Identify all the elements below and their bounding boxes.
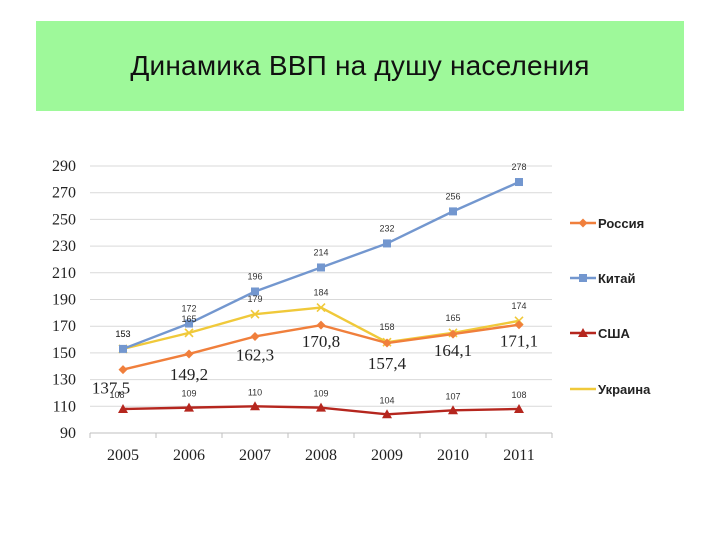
- x-tick-label: 2006: [173, 447, 205, 464]
- y-tick-label: 150: [52, 345, 76, 362]
- y-tick-label: 250: [52, 211, 76, 228]
- data-point: [250, 401, 260, 411]
- data-point: [118, 403, 128, 413]
- data-label: 108: [511, 390, 526, 400]
- data-point: [316, 320, 326, 330]
- legend-marker: [578, 218, 588, 228]
- legend-marker: [579, 274, 587, 282]
- data-label: 179: [247, 294, 262, 304]
- data-label: 278: [511, 162, 526, 172]
- data-label: 109: [181, 389, 196, 399]
- data-label: 172: [181, 304, 196, 314]
- data-point: [316, 302, 326, 313]
- data-label: 174: [511, 301, 526, 311]
- x-tick-label: 2008: [305, 447, 337, 464]
- legend-label: Китай: [598, 271, 636, 286]
- data-label: 232: [379, 223, 394, 233]
- data-point: [514, 320, 524, 330]
- data-point: [251, 287, 259, 296]
- y-tick-label: 90: [60, 425, 76, 442]
- data-label: 256: [445, 191, 460, 201]
- data-point: [316, 402, 326, 412]
- data-point: [382, 409, 392, 419]
- data-point: [383, 239, 391, 248]
- y-tick-label: 270: [52, 185, 76, 202]
- data-label: 171,1: [500, 332, 538, 351]
- x-tick-label: 2011: [503, 447, 534, 464]
- data-point: [250, 331, 260, 341]
- y-tick-label: 170: [52, 318, 76, 335]
- y-tick-label: 290: [52, 158, 76, 175]
- data-point: [118, 365, 128, 375]
- data-label: 109: [313, 389, 328, 399]
- y-tick-label: 110: [53, 398, 76, 415]
- legend-label: Украина: [598, 382, 651, 397]
- data-label: 137,5: [92, 379, 130, 398]
- y-tick-label: 230: [52, 238, 76, 255]
- data-label: 184: [313, 288, 328, 298]
- data-label: 214: [313, 247, 328, 257]
- x-tick-label: 2010: [437, 447, 469, 464]
- legend-marker: [578, 328, 588, 337]
- data-label: 165: [181, 314, 196, 324]
- data-point: [119, 344, 127, 353]
- data-point: [449, 207, 457, 216]
- y-tick-label: 190: [52, 292, 76, 309]
- data-point: [515, 178, 523, 187]
- data-point: [514, 403, 524, 413]
- slide-title: Динамика ВВП на душу населения: [130, 50, 590, 81]
- data-label: 157,4: [368, 354, 407, 373]
- y-tick-label: 210: [52, 265, 76, 282]
- x-tick-label: 2005: [107, 447, 139, 464]
- data-label: 158: [379, 322, 394, 332]
- data-point: [184, 349, 194, 359]
- y-tick-label: 130: [52, 372, 76, 389]
- data-label: 162,3: [236, 345, 274, 364]
- data-point: [184, 402, 194, 412]
- data-label: 165: [445, 313, 460, 323]
- data-label: 110: [248, 387, 262, 397]
- data-label: 108: [109, 390, 124, 400]
- data-label: 170,8: [302, 332, 340, 351]
- data-point: [448, 329, 458, 339]
- legend-label: США: [598, 326, 630, 341]
- data-label: 153: [115, 329, 130, 339]
- data-point: [317, 263, 325, 272]
- data-label: 107: [445, 391, 460, 401]
- data-label: 104: [379, 395, 394, 405]
- x-tick-label: 2007: [239, 447, 271, 464]
- data-label: 164,1: [434, 341, 472, 360]
- data-label: 149,2: [170, 365, 208, 384]
- title-band: Динамика ВВП на душу населения: [36, 21, 684, 111]
- data-point: [250, 309, 260, 319]
- data-label: 196: [247, 271, 262, 281]
- data-point: [185, 319, 193, 328]
- data-point: [382, 338, 392, 348]
- data-point: [184, 328, 194, 338]
- data-point: [448, 405, 458, 415]
- legend-label: Россия: [598, 216, 644, 231]
- data-label: 153: [115, 329, 130, 339]
- x-tick-label: 2009: [371, 447, 403, 464]
